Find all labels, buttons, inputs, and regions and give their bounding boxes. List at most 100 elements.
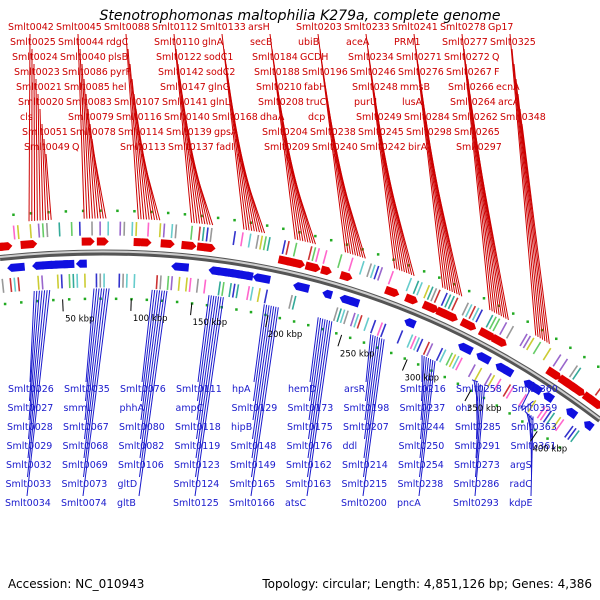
forward-gene-label[interactable]: Smlt0147 <box>160 82 206 93</box>
forward-gene-label[interactable]: Smlt0188 <box>254 67 300 78</box>
forward-gene-label[interactable]: Smlt0284 <box>404 112 450 123</box>
reverse-gene-label[interactable]: Smlt0166 <box>229 498 275 509</box>
forward-gene-label[interactable]: Q <box>492 52 499 63</box>
reverse-gene-label[interactable]: ohr <box>456 403 472 414</box>
forward-gene-label[interactable]: Smlt0210 <box>256 82 302 93</box>
forward-gene-label[interactable]: fabH <box>304 82 326 93</box>
forward-gene-label[interactable]: Smlt0141 <box>162 97 208 108</box>
forward-gene-label[interactable]: Smlt0025 <box>10 37 56 48</box>
forward-gene-label[interactable]: Smlt0184 <box>252 52 298 63</box>
forward-gene-label[interactable]: Smlt0233 <box>344 22 390 33</box>
forward-gene-label[interactable]: Smlt0265 <box>454 127 500 138</box>
forward-gene-label[interactable]: ecnA <box>496 82 520 93</box>
forward-gene-label[interactable]: Smlt0271 <box>396 52 442 63</box>
forward-gene-label[interactable]: Smlt0133 <box>200 22 246 33</box>
forward-gene-label[interactable]: Smlt0234 <box>348 52 394 63</box>
forward-gene-label[interactable]: Smlt0083 <box>66 97 112 108</box>
forward-gene-label[interactable]: Smlt0040 <box>60 52 106 63</box>
reverse-gene-label[interactable]: Smlt0273 <box>454 460 500 471</box>
forward-gene-label[interactable]: aceA <box>346 37 370 48</box>
forward-gene-label[interactable]: dcp <box>308 112 325 123</box>
forward-gene-label[interactable]: Smlt0024 <box>12 52 58 63</box>
forward-gene-label[interactable]: plsB <box>108 52 128 63</box>
reverse-gene-label[interactable]: Smlt0360 <box>512 384 558 395</box>
forward-gene-label[interactable]: Smlt0079 <box>68 112 114 123</box>
reverse-gene-label[interactable]: hpA <box>232 384 251 395</box>
forward-gene-label[interactable]: Q <box>72 142 79 153</box>
forward-gene-label[interactable]: Gp17 <box>488 22 513 33</box>
reverse-gene-label[interactable]: Smlt0125 <box>173 498 219 509</box>
forward-gene-label[interactable]: Smlt0278 <box>440 22 486 33</box>
reverse-gene-label[interactable]: Smlt0363 <box>511 422 557 433</box>
reverse-gene-label[interactable]: Smlt0216 <box>400 384 446 395</box>
reverse-gene-label[interactable]: radC <box>510 479 533 490</box>
forward-gene-label[interactable]: Smlt0114 <box>118 127 164 138</box>
forward-gene-label[interactable]: purU <box>354 97 377 108</box>
forward-gene-label[interactable]: glnA <box>202 37 224 48</box>
reverse-gene-label[interactable]: kdpE <box>509 498 533 509</box>
forward-gene-label[interactable]: Smlt0277 <box>442 37 488 48</box>
reverse-gene-label[interactable]: hemD <box>288 384 316 395</box>
forward-gene-label[interactable]: Smlt0113 <box>120 142 166 153</box>
reverse-gene-label[interactable]: Smlt0361 <box>511 441 557 452</box>
forward-gene-label[interactable]: glnL <box>210 97 231 108</box>
forward-gene-label[interactable]: GCDH <box>300 52 328 63</box>
forward-gene-label[interactable]: Smlt0137 <box>168 142 214 153</box>
forward-gene-label[interactable]: Smlt0209 <box>264 142 310 153</box>
forward-gene-label[interactable]: Smlt0267 <box>446 67 492 78</box>
forward-gene-label[interactable]: Smlt0140 <box>164 112 210 123</box>
forward-gene-label[interactable]: Smlt0088 <box>104 22 150 33</box>
forward-gene-label[interactable]: Smlt0348 <box>500 112 546 123</box>
reverse-gene-label[interactable]: Smlt0293 <box>453 498 499 509</box>
forward-gene-label[interactable]: Smlt0204 <box>262 127 308 138</box>
forward-gene-label[interactable]: Smlt0245 <box>358 127 404 138</box>
forward-gene-label[interactable]: Smlt0042 <box>8 22 54 33</box>
forward-gene-label[interactable]: Smlt0049 <box>24 142 70 153</box>
forward-gene-label[interactable]: Smlt0044 <box>58 37 104 48</box>
reverse-gene-label[interactable]: ampC <box>176 403 204 414</box>
forward-gene-label[interactable]: Smlt0240 <box>312 142 358 153</box>
forward-gene-label[interactable]: Smlt0272 <box>444 52 490 63</box>
forward-gene-label[interactable]: Smlt0107 <box>114 97 160 108</box>
forward-gene-label[interactable]: Smlt0242 <box>360 142 406 153</box>
forward-gene-label[interactable]: Smlt0208 <box>258 97 304 108</box>
forward-gene-label[interactable]: Smlt0078 <box>70 127 116 138</box>
forward-gene-label[interactable]: Smlt0241 <box>392 22 438 33</box>
forward-gene-label[interactable]: arcA <box>498 97 520 108</box>
forward-gene-label[interactable]: Smlt0086 <box>62 67 108 78</box>
reverse-gene-label[interactable]: argS <box>510 460 532 471</box>
reverse-gene-label[interactable]: pncA <box>397 498 421 509</box>
forward-gene-label[interactable]: sodC1 <box>204 52 233 63</box>
forward-gene-label[interactable]: pyrF <box>110 67 131 78</box>
forward-gene-label[interactable]: Smlt0196 <box>302 67 348 78</box>
forward-gene-label[interactable]: Smlt0045 <box>56 22 102 33</box>
forward-gene-label[interactable]: Smlt0264 <box>450 97 496 108</box>
reverse-gene-label[interactable]: Smlt0258 <box>456 384 502 395</box>
forward-gene-label[interactable]: Smlt0249 <box>356 112 402 123</box>
reverse-gene-label[interactable]: Smlt0359 <box>512 403 558 414</box>
reverse-gene-label[interactable]: arsR <box>344 384 366 395</box>
forward-gene-label[interactable]: secB <box>250 37 273 48</box>
forward-gene-label[interactable]: sodC2 <box>206 67 235 78</box>
reverse-gene-label[interactable]: Smlt0074 <box>61 498 107 509</box>
reverse-gene-label[interactable]: smmL <box>64 403 93 414</box>
reverse-gene-label[interactable]: gltB <box>117 498 136 509</box>
forward-gene-label[interactable]: Smlt0238 <box>310 127 356 138</box>
reverse-gene-label[interactable]: Smlt0034 <box>5 498 51 509</box>
reverse-gene-label[interactable]: gltD <box>118 479 138 490</box>
forward-gene-label[interactable]: fadI <box>216 142 234 153</box>
forward-gene-label[interactable]: rdgC <box>106 37 129 48</box>
forward-gene-label[interactable]: Smlt0266 <box>448 82 494 93</box>
forward-gene-label[interactable]: dhaA <box>260 112 285 123</box>
forward-gene-label[interactable]: ubiB <box>298 37 319 48</box>
forward-gene-label[interactable]: Smlt0262 <box>452 112 498 123</box>
forward-gene-label[interactable]: Smlt0116 <box>116 112 162 123</box>
forward-gene-label[interactable]: truC <box>306 97 327 108</box>
reverse-gene-label[interactable]: Smlt0200 <box>341 498 387 509</box>
forward-gene-label[interactable]: Smlt0020 <box>18 97 64 108</box>
forward-gene-label[interactable]: Smlt0051 <box>22 127 68 138</box>
forward-gene-label[interactable]: Smlt0203 <box>296 22 342 33</box>
forward-gene-label[interactable]: F <box>494 67 499 78</box>
forward-gene-label[interactable]: Smlt0023 <box>14 67 60 78</box>
forward-gene-label[interactable]: Smlt0122 <box>156 52 202 63</box>
